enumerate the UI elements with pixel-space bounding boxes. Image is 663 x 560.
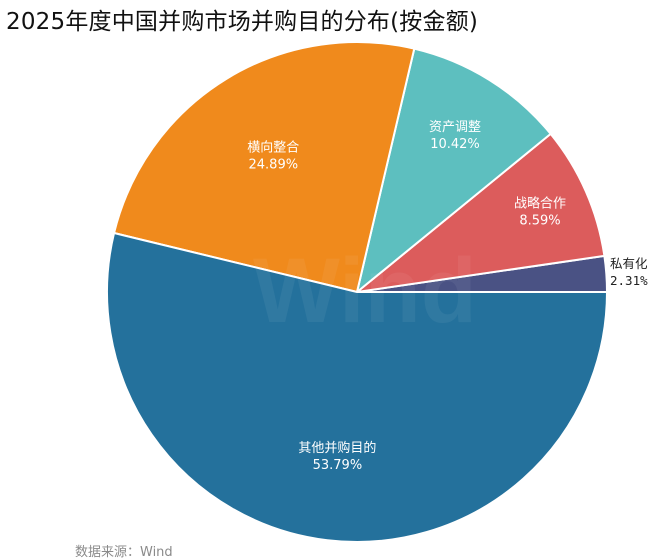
slice-value-label: 24.89% (249, 158, 299, 173)
chart-title: 2025年度中国并购市场并购目的分布(按金额) (6, 9, 479, 35)
pie-labels: 私有化 2.31% 战略合作 8.59% 资产调整 10.42% 横向整合 24.89% 其他并… (247, 120, 648, 473)
slice-value-label: 53.79% (313, 458, 363, 473)
slice-value-label: 2.31% (610, 273, 648, 288)
slice-label-3: 资产调整 10.42% (429, 120, 481, 152)
slice-label-4: 横向整合 24.89% (247, 140, 299, 173)
slice-value-label: 8.59% (519, 213, 560, 228)
pie-slice-2[interactable] (356, 132, 606, 293)
pie-slice-3[interactable] (356, 47, 552, 293)
pie-slice-5[interactable] (106, 232, 608, 543)
slice-label-1: 私有化 2.31% (610, 256, 648, 288)
pie-slice-4[interactable] (113, 41, 416, 293)
slice-name-label: 私有化 (610, 256, 648, 271)
watermark-logo: Wind (253, 240, 477, 342)
pie-slices (106, 41, 608, 543)
slice-name-label: 资产调整 (429, 120, 481, 135)
slice-label-2: 战略合作 8.59% (514, 195, 566, 228)
source-note: 数据来源：Wind (75, 545, 173, 560)
slice-name-label: 横向整合 (247, 140, 299, 156)
slice-name-label: 其他并购目的 (298, 440, 376, 456)
slice-value-label: 10.42% (430, 137, 480, 152)
slice-label-5: 其他并购目的 53.79% (298, 440, 376, 473)
slice-name-label: 战略合作 (514, 195, 566, 211)
